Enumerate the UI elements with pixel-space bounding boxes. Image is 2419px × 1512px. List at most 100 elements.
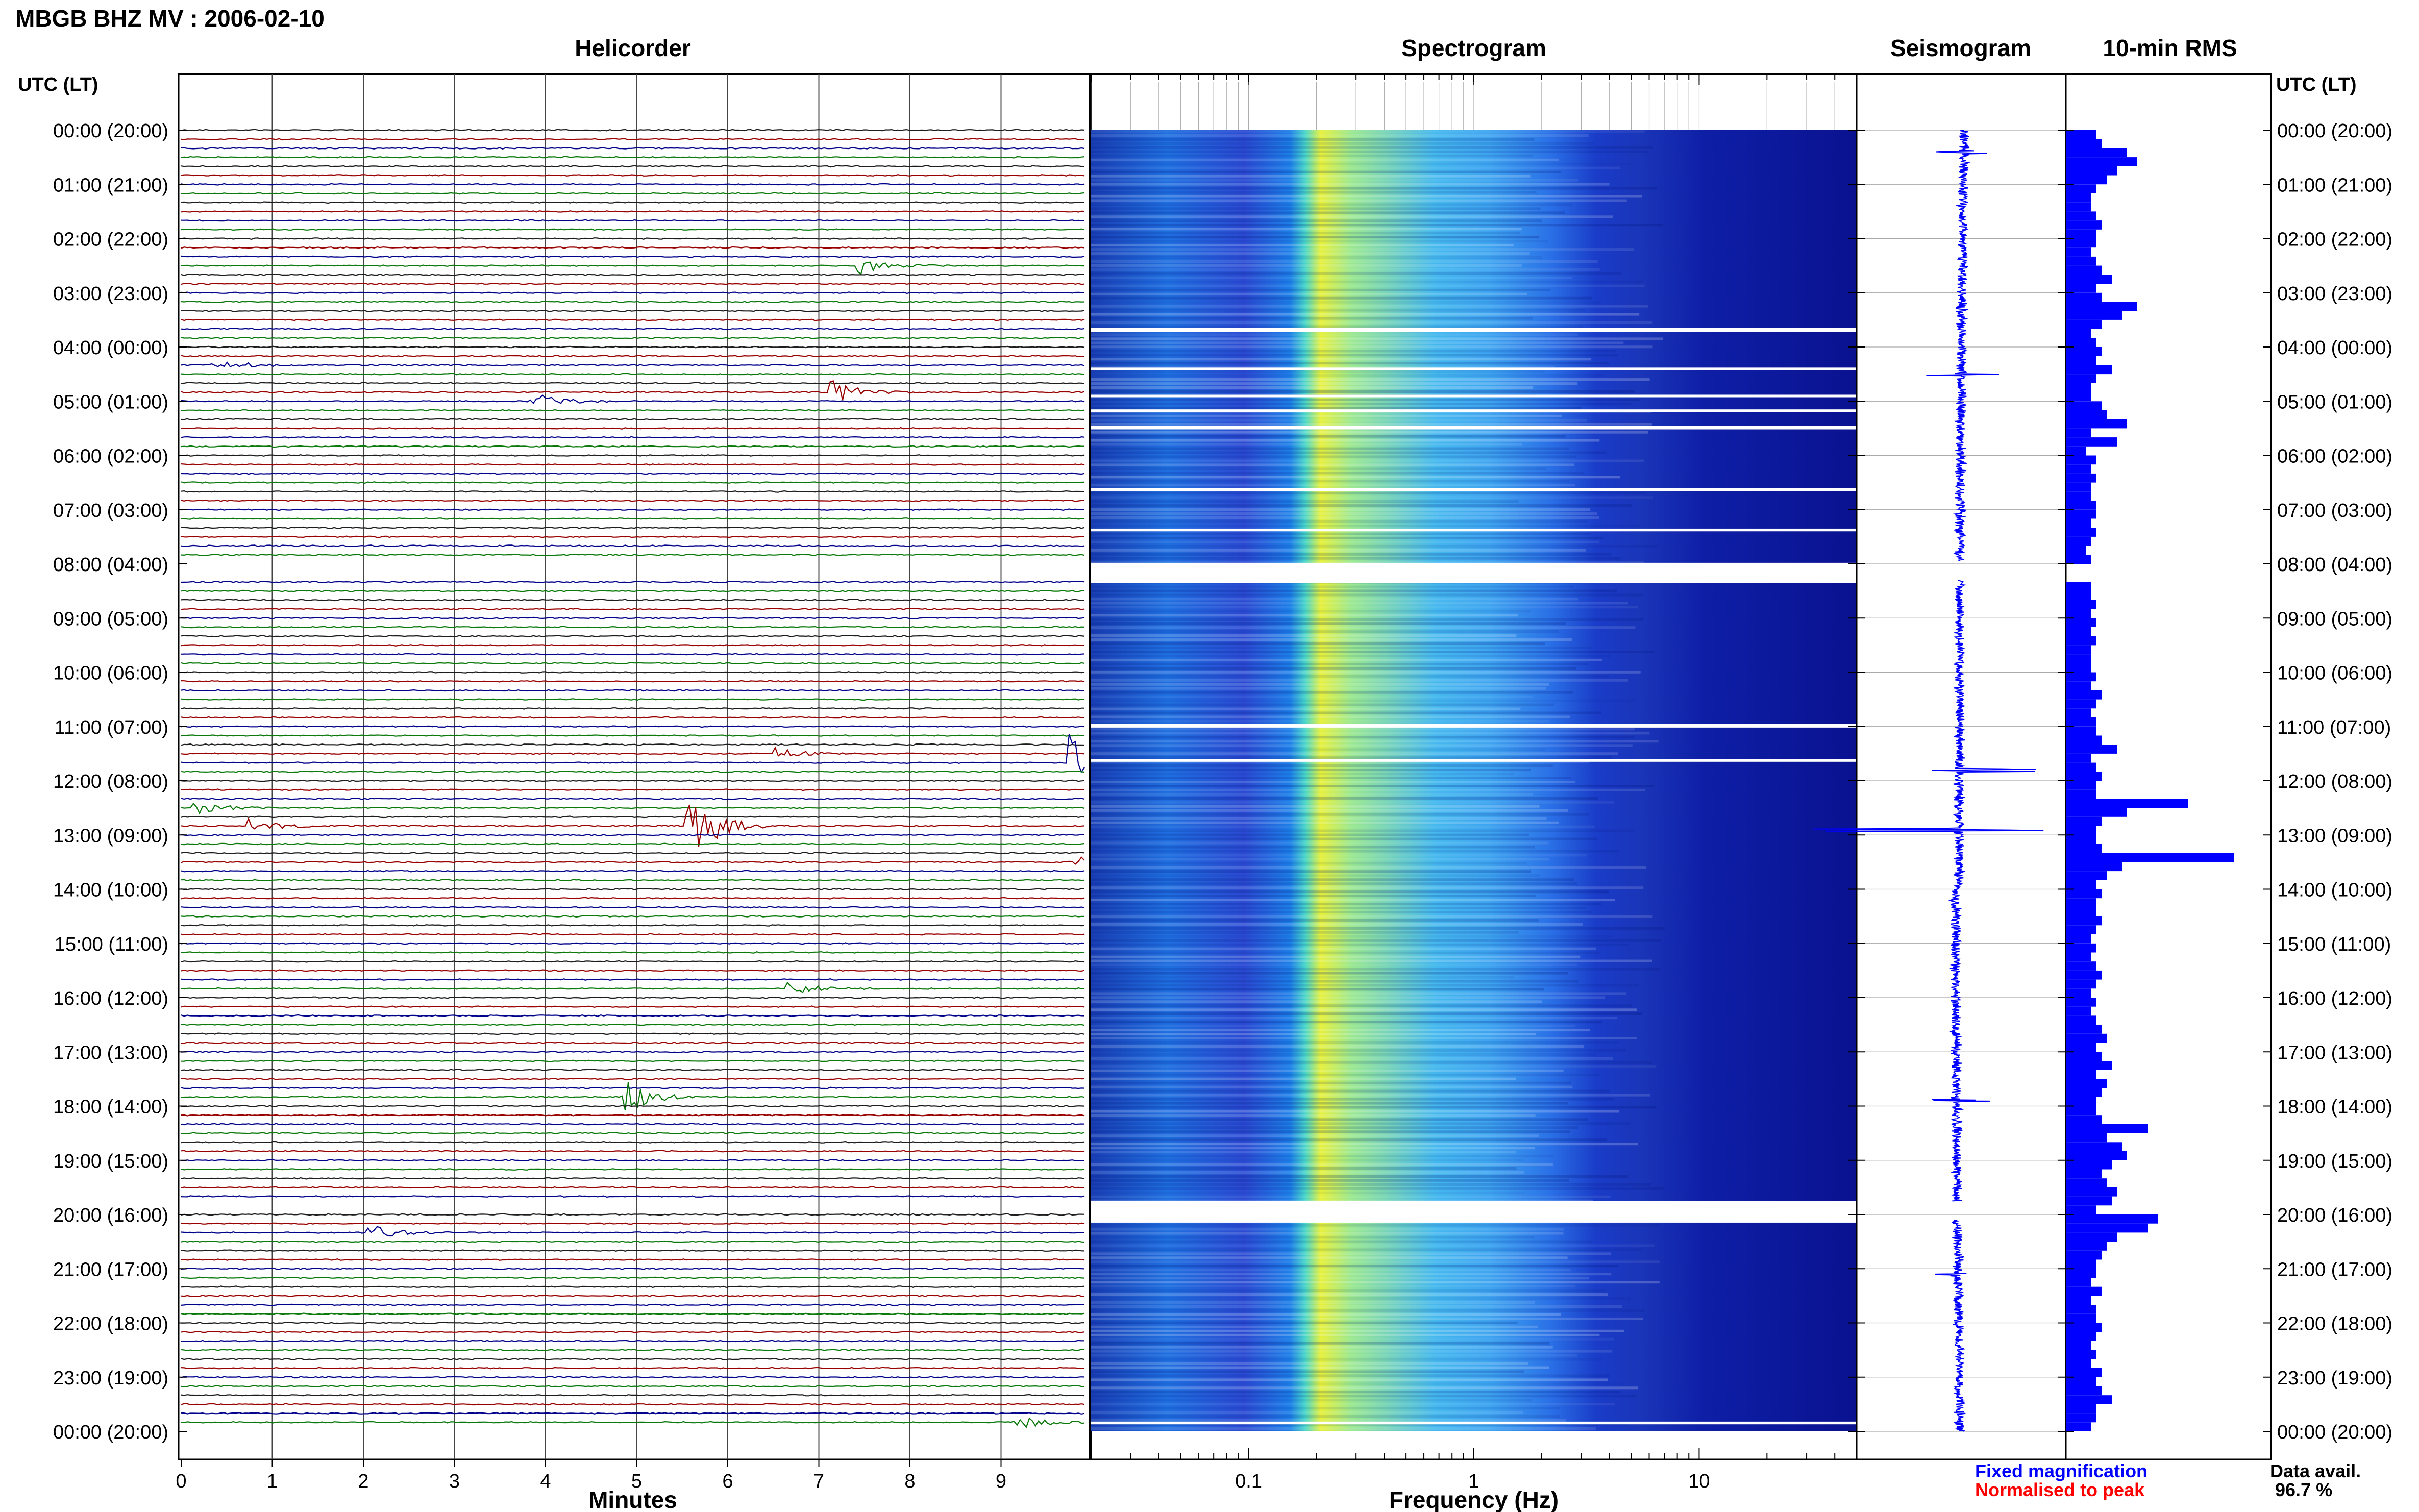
spectrogram-texture — [1091, 630, 1559, 633]
spectrogram-texture — [1091, 447, 1569, 450]
helicorder-trace — [181, 210, 1085, 213]
spectrogram-texture — [1091, 1329, 1624, 1332]
spectrogram-texture — [1091, 1037, 1637, 1039]
spectrogram-texture — [1091, 1232, 1564, 1235]
rms-bar — [2066, 1015, 2096, 1025]
helicorder-trace — [181, 788, 1085, 791]
helicorder-trace — [181, 328, 1085, 330]
spectrogram-texture — [1091, 707, 1521, 710]
helicorder-trace — [181, 842, 1085, 846]
rms-bar — [2066, 501, 2096, 510]
helicorder-trace — [181, 1394, 1085, 1397]
spectrogram-texture — [1091, 179, 1578, 182]
rms-bar — [2066, 410, 2107, 419]
spectrogram-texture — [1091, 744, 1633, 747]
spectrogram-texture — [1091, 1114, 1536, 1117]
spectrogram-texture — [1091, 248, 1634, 251]
spectrogram-texture — [1091, 899, 1615, 902]
rms-bar — [2066, 1278, 2091, 1287]
rms-bar — [2066, 1106, 2096, 1116]
rms-bar — [2066, 365, 2112, 375]
spectrogram-texture — [1091, 833, 1529, 836]
spectrogram-texture — [1091, 207, 1541, 210]
spectrogram-texture — [1091, 683, 1549, 686]
spectrogram-texture — [1091, 1240, 1593, 1243]
spectrogram-texture — [1091, 366, 1555, 369]
helicorder-trace — [181, 616, 1085, 619]
spectrogram-texture — [1091, 1106, 1657, 1109]
helicorder-trace — [181, 1177, 1085, 1180]
rms-bar — [2066, 265, 2102, 275]
rms-bar — [2066, 1395, 2112, 1404]
rms-bar — [2066, 636, 2096, 646]
helicorder-trace — [181, 815, 1085, 819]
rms-bar — [2066, 1043, 2096, 1052]
rms-bar — [2066, 1169, 2102, 1179]
rms-bar — [2066, 338, 2096, 347]
spectrogram-texture — [1091, 1366, 1549, 1369]
rms-bar — [2066, 600, 2096, 609]
spectrogram-texture — [1091, 1378, 1608, 1381]
helicorder-trace — [181, 1357, 1085, 1360]
spectrogram-texture — [1091, 1102, 1568, 1105]
minute-tick-label: 0 — [176, 1471, 186, 1492]
spectrogram-texture — [1091, 325, 1583, 328]
spectrogram-texture — [1091, 1118, 1588, 1121]
minute-tick-label: 7 — [813, 1471, 824, 1492]
rms-bar — [2066, 1070, 2096, 1079]
rms-bar — [2066, 1178, 2107, 1187]
rms-bar — [2066, 582, 2091, 591]
spectrogram-texture — [1091, 1313, 1561, 1316]
helicorder-trace — [181, 978, 1085, 981]
spectrogram-texture — [1091, 130, 1645, 133]
spectrogram-texture — [1091, 606, 1638, 609]
rms-bar — [2066, 347, 2102, 356]
helicorder-trace — [181, 174, 1085, 177]
spectrogram-texture — [1091, 1122, 1630, 1125]
spectrogram-texture — [1091, 463, 1574, 466]
spectrogram-texture — [1091, 414, 1562, 417]
spectrogram-texture — [1091, 203, 1573, 206]
spectrogram-texture — [1091, 732, 1650, 735]
spectrogram-texture — [1091, 280, 1643, 283]
rms-bar — [2066, 1341, 2091, 1350]
spectrogram-gap — [1091, 394, 1857, 398]
helicorder-trace — [181, 1113, 1085, 1117]
helicorder-trace — [181, 517, 1085, 520]
helicorder-trace — [181, 1285, 1085, 1288]
spectrogram-texture — [1091, 1147, 1535, 1150]
rms-bar — [2066, 943, 2096, 953]
spectrogram-texture — [1091, 1325, 1538, 1328]
helicorder-trace — [181, 797, 1085, 800]
time-label-left: 07:00 (03:00) — [53, 500, 168, 522]
rms-bar — [2066, 1350, 2096, 1359]
seismogram-title: Seismogram — [1890, 35, 2031, 61]
helicorder-trace — [181, 156, 1085, 159]
rms-bar — [2066, 464, 2091, 474]
helicorder-trace — [181, 526, 1085, 529]
spectrogram-texture — [1091, 500, 1519, 503]
rms-bar — [2066, 735, 2102, 745]
spectrogram-texture — [1091, 1053, 1596, 1056]
spectrogram-texture — [1091, 1199, 1593, 1202]
spectrogram-texture — [1091, 773, 1514, 776]
spectrogram-texture — [1091, 809, 1568, 812]
helicorder-trace — [181, 1312, 1085, 1316]
rms-bar — [2066, 808, 2127, 817]
spectrogram-texture — [1091, 903, 1602, 906]
spectrogram-texture — [1091, 1346, 1553, 1349]
spectrogram-texture — [1091, 1411, 1523, 1414]
helicorder-trace — [181, 1141, 1085, 1144]
helicorder-trace — [181, 1050, 1084, 1053]
spectrogram-texture — [1091, 1187, 1664, 1190]
spectrogram-texture — [1091, 1017, 1618, 1020]
helicorder-trace — [181, 1412, 1085, 1415]
spectrogram-texture — [1091, 382, 1578, 385]
rms-bar — [2066, 148, 2127, 158]
time-label-right: 20:00 (16:00) — [2277, 1205, 2392, 1226]
spectrogram-texture — [1091, 1171, 1524, 1174]
spectrogram-texture — [1091, 1342, 1550, 1345]
spectrogram-texture — [1091, 228, 1522, 231]
spectrogram-texture — [1091, 187, 1657, 190]
spectrogram-gap — [1091, 1421, 1857, 1425]
